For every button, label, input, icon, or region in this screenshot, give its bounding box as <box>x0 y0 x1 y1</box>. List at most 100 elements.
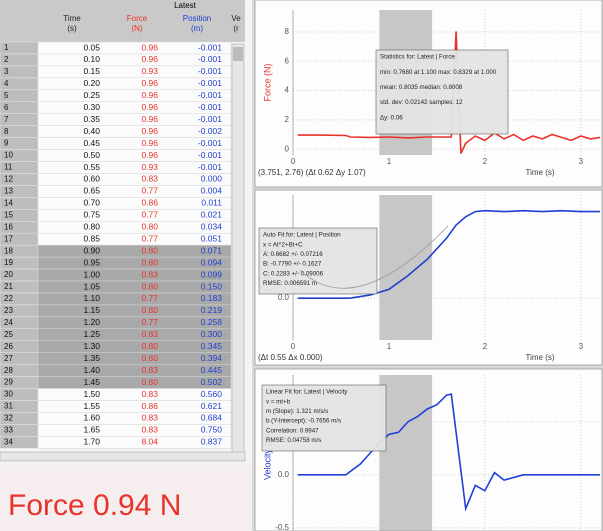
time-cell: 0.20 <box>83 78 100 88</box>
position-cell: -0.001 <box>198 162 222 172</box>
column-unit: (N) <box>131 24 142 33</box>
info-line: Statistics for: Latest | Force <box>380 54 455 61</box>
row-number: 32 <box>4 414 13 423</box>
position-cell: -0.001 <box>198 42 222 52</box>
time-cell: 1.25 <box>83 329 100 339</box>
info-line: RMSE: 0.006591 m <box>263 280 317 287</box>
position-cell: 0.051 <box>201 233 223 243</box>
row-number: 28 <box>4 366 13 375</box>
time-cell: 0.25 <box>83 90 100 100</box>
info-line: B: -0.7790 +/- 0.1627 <box>263 261 322 268</box>
row-number: 3 <box>4 67 9 76</box>
column-name: Time <box>63 14 81 23</box>
row-number: 17 <box>4 234 13 243</box>
row-number: 2 <box>4 55 9 64</box>
info-line: Auto Fit for: Latest | Position <box>263 232 341 239</box>
time-cell: 0.60 <box>83 174 100 184</box>
position-cell: 0.183 <box>201 293 223 303</box>
force-cell: 0.96 <box>141 138 158 148</box>
position-cell: 0.750 <box>201 425 223 435</box>
force-cell: 0.80 <box>141 281 158 291</box>
force-cell: 0.83 <box>141 269 158 279</box>
status-text: (Δt 0.55 Δx 0.000) <box>258 353 323 362</box>
column-name: Ve <box>231 14 241 23</box>
time-cell: 0.85 <box>83 233 100 243</box>
time-cell: 0.70 <box>83 198 100 208</box>
x-tick-label: 2 <box>483 342 488 351</box>
time-cell: 1.50 <box>83 389 100 399</box>
force-cell: 0.77 <box>141 233 158 243</box>
time-cell: 0.55 <box>83 162 100 172</box>
x-tick-label: 1 <box>387 157 392 166</box>
position-cell: 0.345 <box>201 341 223 351</box>
x-tick-label: 0 <box>291 157 296 166</box>
row-number: 4 <box>4 79 9 88</box>
force-cell: 0.80 <box>141 245 158 255</box>
x-axis-label: Time (s) <box>525 168 554 177</box>
force-cell: 0.96 <box>141 54 158 64</box>
force-cell: 0.80 <box>141 257 158 267</box>
position-cell: -0.001 <box>198 102 222 112</box>
y-tick-label: 0 <box>285 144 290 153</box>
row-number: 29 <box>4 378 13 387</box>
status-text: (3.751, 2.76) (Δt 0.62 Δy 1.07) <box>258 168 366 177</box>
x-tick-label: 3 <box>579 157 584 166</box>
row-number: 25 <box>4 330 13 339</box>
y-tick-label: 2 <box>285 115 290 124</box>
time-cell: 1.65 <box>83 425 100 435</box>
force-cell: 0.83 <box>141 425 158 435</box>
row-number: 26 <box>4 342 13 351</box>
info-line: Δy: 0.06 <box>380 114 403 121</box>
time-cell: 0.10 <box>83 54 100 64</box>
position-cell: 0.094 <box>201 257 223 267</box>
force-cell: 0.86 <box>141 198 158 208</box>
row-number: 34 <box>4 437 13 446</box>
page: Force 0.94 N LatestTime(s)Force(N)Positi… <box>0 0 603 531</box>
info-line: Correlation: 0.9947 <box>266 427 319 434</box>
row-number: 11 <box>4 163 13 172</box>
position-cell: -0.001 <box>198 54 222 64</box>
force-cell: 0.96 <box>141 114 158 124</box>
position-cell: -0.002 <box>198 126 222 136</box>
row-number: 14 <box>4 198 13 207</box>
time-cell: 1.60 <box>83 413 100 423</box>
info-line: x = At^2+Bt+C <box>263 241 303 248</box>
time-cell: 1.55 <box>83 401 100 411</box>
position-cell: 0.071 <box>201 245 223 255</box>
info-line: A: 0.6682 +/- 0.07216 <box>263 251 323 258</box>
column-unit: (r <box>233 24 239 33</box>
time-cell: 1.45 <box>83 377 100 387</box>
column-name: Force <box>127 14 148 23</box>
time-cell: 1.20 <box>83 317 100 327</box>
time-cell: 0.90 <box>83 245 100 255</box>
x-axis-label: Time (s) <box>525 353 554 362</box>
time-cell: 0.75 <box>83 210 100 220</box>
force-cell: 0.96 <box>141 78 158 88</box>
time-cell: 1.30 <box>83 341 100 351</box>
force-cell: 0.96 <box>141 90 158 100</box>
row-number: 8 <box>4 127 9 136</box>
position-cell: 0.837 <box>201 437 223 447</box>
x-tick-label: 3 <box>579 342 584 351</box>
time-cell: 1.40 <box>83 365 100 375</box>
position-cell: -0.001 <box>198 66 222 76</box>
force-cell: 0.93 <box>141 66 158 76</box>
x-tick-label: 0 <box>291 342 296 351</box>
scroll-thumb <box>233 47 243 61</box>
position-cell: 0.219 <box>201 305 223 315</box>
position-cell: 0.502 <box>201 377 223 387</box>
time-cell: 1.05 <box>83 281 100 291</box>
y-tick-label: 8 <box>285 27 290 36</box>
row-number: 27 <box>4 354 13 363</box>
force-cell: 0.80 <box>141 305 158 315</box>
row-number: 24 <box>4 318 13 327</box>
info-line: mean: 0.8035 median: 0.8008 <box>380 84 463 91</box>
position-cell: 0.300 <box>201 329 223 339</box>
info-line: m (Slope): 1.321 m/s/s <box>266 408 328 415</box>
x-tick-label: 2 <box>483 157 488 166</box>
position-cell: 0.011 <box>201 198 222 208</box>
x-tick-label: 1 <box>387 342 392 351</box>
force-cell: 8.04 <box>141 437 158 447</box>
force-cell: 0.83 <box>141 413 158 423</box>
position-cell: 0.034 <box>201 222 223 232</box>
